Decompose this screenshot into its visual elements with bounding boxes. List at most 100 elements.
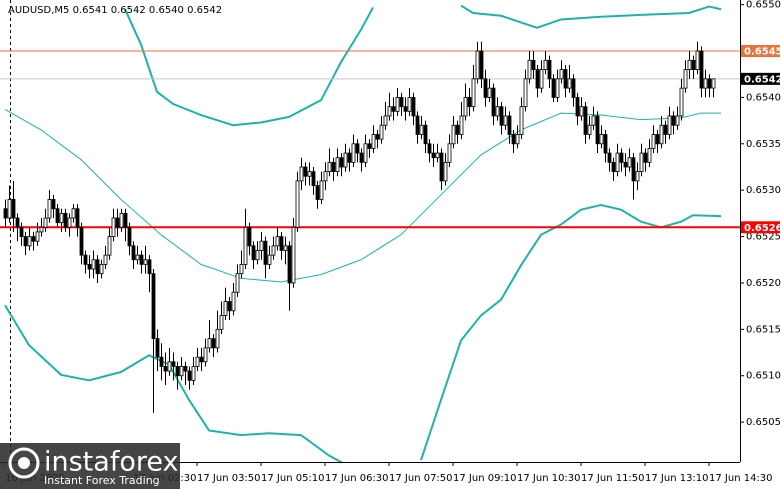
candle-body [535, 69, 540, 89]
candle-body [259, 240, 264, 251]
x-tick-label: 17 Jun 13:10 [645, 473, 709, 484]
x-tick-label: 17 Jun 03:50 [197, 473, 261, 484]
candle-body [303, 166, 308, 177]
candle-body [47, 199, 52, 219]
candle-body [247, 226, 252, 247]
candle-body [115, 217, 120, 228]
candle-body [191, 366, 196, 381]
candle-body [263, 240, 268, 265]
band-line [4, 109, 721, 283]
candle-body [399, 97, 404, 108]
candle-body [7, 199, 12, 219]
candle-body [287, 245, 292, 284]
candle-body [503, 115, 508, 126]
candle-body [711, 78, 716, 89]
x-tick-label: 17 Jun 05:10 [261, 473, 325, 484]
candle-body [23, 236, 28, 247]
candle-body [463, 97, 468, 117]
candle-body [647, 148, 652, 163]
candle-body [323, 171, 328, 182]
candle-body [455, 124, 460, 135]
candle-body [631, 157, 636, 182]
candle-body [315, 185, 320, 200]
candle-body [359, 152, 364, 163]
candle-body [19, 226, 24, 237]
candle-body [687, 59, 692, 70]
candle-body [195, 356, 200, 367]
candle-body [103, 254, 108, 265]
y-tick-label: 0.6515 [746, 324, 781, 335]
candle-body [627, 157, 632, 168]
candle-body [11, 199, 16, 219]
candle-body [299, 166, 304, 182]
candle-body [367, 143, 372, 149]
price-label: 0.6542 [744, 74, 781, 85]
candle-body [491, 87, 496, 117]
candle-body [135, 254, 140, 261]
candle-body [391, 106, 396, 112]
candle-body [403, 106, 408, 112]
candle-body [91, 259, 96, 270]
candle-body [127, 226, 132, 247]
candle-body [131, 245, 136, 261]
candle-body [651, 134, 656, 149]
candle-body [235, 273, 240, 293]
candle-body [179, 366, 184, 377]
candle-body [227, 301, 232, 312]
candle-body [683, 69, 688, 89]
candle-body [347, 152, 352, 163]
price-label: 0.6545 [744, 47, 781, 58]
candle-body [55, 208, 60, 224]
candle-body [147, 259, 152, 275]
candle-body [331, 161, 336, 173]
candle-body [75, 208, 80, 228]
bollinger-bands [4, 4, 722, 462]
candle-body [563, 69, 568, 89]
x-tick-label: 17 Jun 06:30 [325, 473, 389, 484]
candle-body [667, 115, 672, 135]
candle-body [587, 124, 592, 135]
candle-body [515, 134, 520, 145]
candle-body [495, 106, 500, 117]
watermark: instaforex Instant Forex Trading [0, 443, 180, 489]
band-line [124, 6, 374, 127]
candle-body [519, 106, 524, 135]
candle-body [283, 245, 288, 251]
candle-body [487, 87, 492, 98]
logo-brand: instaforex [44, 447, 178, 478]
candle-body [579, 106, 584, 117]
candle-body [327, 161, 332, 173]
candle-body [547, 59, 552, 80]
price-label-box [741, 221, 780, 234]
price-label: 0.6526 [744, 223, 781, 234]
candle-body [607, 152, 612, 163]
candle-body [539, 69, 544, 89]
candle-body [639, 152, 644, 173]
y-tick-label: 0.6550 [746, 0, 781, 11]
candle-body [663, 124, 668, 135]
candle-body [571, 78, 576, 98]
candle-body [659, 124, 664, 145]
candle-body [635, 171, 640, 182]
candle-body [15, 217, 20, 228]
candle-body [255, 250, 260, 261]
logo-icon-core [18, 457, 30, 469]
candle-body [371, 134, 376, 149]
candle-body [475, 50, 480, 80]
candle-body [431, 152, 436, 159]
candle-body [223, 301, 228, 316]
candle-body [675, 115, 680, 126]
candle-body [207, 338, 212, 349]
candle-body [707, 78, 712, 89]
candle-body [615, 152, 620, 173]
candle-body [555, 78, 560, 98]
candle-body [143, 259, 148, 265]
candle-body [395, 97, 400, 112]
candle-body [163, 366, 168, 372]
candle-body [611, 161, 616, 173]
candle-body [427, 143, 432, 154]
candle-body [527, 59, 532, 80]
candle-body [251, 245, 256, 261]
x-tick-label: 17 Jun 10:30 [517, 473, 581, 484]
